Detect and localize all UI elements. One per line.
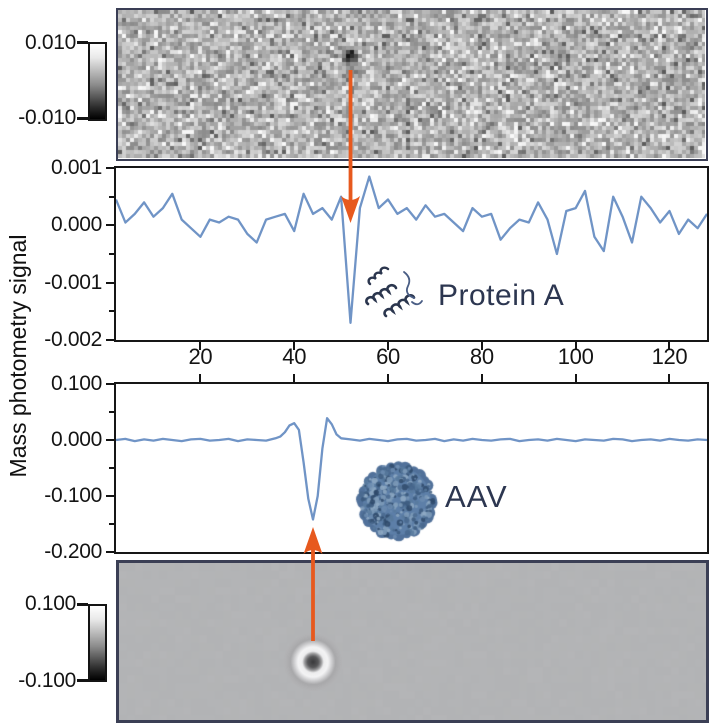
- x-tick-bottom-of-protein-plot: [199, 342, 202, 350]
- colorbar-bottom-min-tick: [77, 679, 88, 682]
- protein_a_trace-line: [116, 175, 707, 324]
- colorbar-bottom-max-tick: [77, 603, 88, 606]
- aav-capsid-icon: [352, 456, 442, 546]
- x-tick-bottom-of-protein-plot: [480, 342, 483, 350]
- protein-trace-plot: [116, 175, 707, 324]
- aav-ytick-label: -0.100: [44, 484, 102, 507]
- psf-frame-canvas: [119, 563, 706, 720]
- protein-ytick-minor: [109, 253, 114, 255]
- protein-ytick-label: 0.001: [50, 156, 102, 179]
- x-axis-tick-label: 120: [651, 344, 688, 369]
- protein-trace-panel: [114, 166, 709, 342]
- aav-ytick-minor: [109, 523, 114, 525]
- x-tick-top-of-aav-plot: [574, 374, 577, 382]
- aav-ytick-label: 0.000: [50, 428, 102, 451]
- x-tick-bottom-of-protein-plot: [574, 342, 577, 350]
- aav-ytick: [106, 495, 114, 497]
- noisy-frame-canvas: [118, 10, 705, 158]
- aav-ytick-label: 0.100: [50, 372, 102, 395]
- colorbar-bottom-min-label: -0.100: [18, 669, 76, 692]
- aav-ytick-minor: [109, 467, 114, 469]
- x-tick-bottom-of-protein-plot: [668, 342, 671, 350]
- colorbar-bottom-gradient: [88, 604, 107, 682]
- protein-ytick-label: -0.001: [44, 270, 102, 294]
- aav-ytick: [106, 551, 114, 553]
- colorbar-top-gradient: [88, 42, 107, 121]
- raw-image-panel-protein: [116, 8, 708, 161]
- protein-ribbon-icon: [365, 266, 423, 318]
- aav-ytick: [106, 439, 114, 441]
- colorbar-top-min-tick: [77, 117, 88, 120]
- x-axis-tick-label: 40: [282, 344, 307, 369]
- protein-ytick: [106, 281, 114, 284]
- x-tick-bottom-of-protein-plot: [293, 342, 296, 350]
- x-tick-bottom-of-protein-plot: [387, 342, 390, 350]
- protein-ytick: [106, 167, 114, 169]
- aav-ytick-label: -0.200: [44, 540, 102, 563]
- protein-ytick: [106, 339, 114, 341]
- x-axis-tick-label: 60: [376, 344, 400, 369]
- protein-ytick-minor: [109, 195, 114, 198]
- aav-trace-plot: [116, 417, 707, 521]
- x-tick-top-of-aav-plot: [293, 374, 296, 382]
- x-tick-top-of-aav-plot: [199, 374, 202, 382]
- aav-ytick: [106, 383, 114, 385]
- x-tick-top-of-aav-plot: [480, 374, 483, 382]
- colorbar-top-min-label: -0.010: [18, 106, 76, 129]
- protein-ytick: [106, 224, 114, 227]
- x-axis-tick-label: 80: [469, 344, 494, 369]
- aav-ytick-minor: [109, 411, 114, 413]
- aav-label: AAV: [445, 479, 508, 514]
- protein-ytick-label: -0.002: [44, 328, 102, 351]
- aav_trace-line: [116, 417, 707, 521]
- protein-ytick-label: 0.000: [50, 213, 102, 237]
- x-axis-tick-label: 100: [557, 344, 594, 369]
- x-tick-top-of-aav-plot: [387, 374, 390, 382]
- colorbar-top-max-tick: [77, 41, 88, 44]
- protein-a-label: Protein A: [438, 279, 565, 312]
- psf-image-panel-aav: [116, 560, 709, 723]
- x-tick-top-of-aav-plot: [668, 374, 671, 382]
- colorbar-top-max-label: 0.010: [24, 31, 76, 54]
- protein-ytick-minor: [109, 310, 114, 313]
- x-axis-tick-label: 20: [188, 344, 213, 369]
- colorbar-bottom-max-label: 0.100: [24, 592, 76, 615]
